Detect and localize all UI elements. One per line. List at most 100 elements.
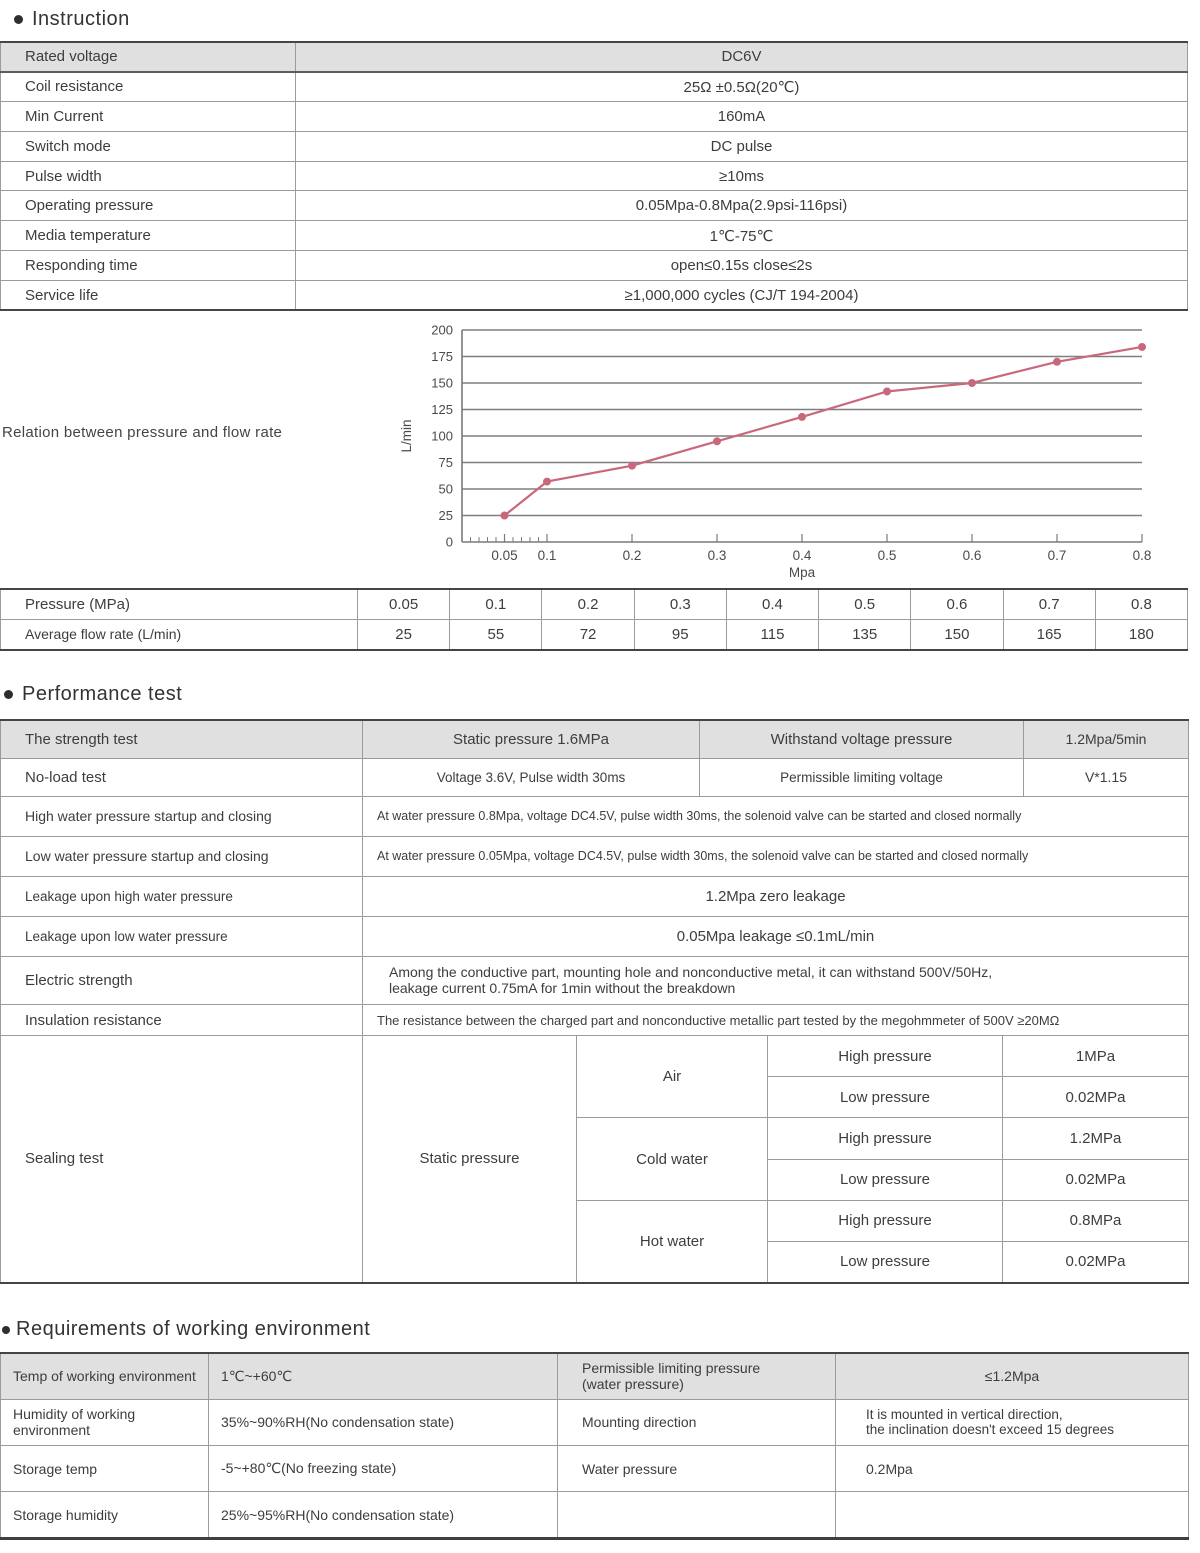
req-value: -5~+80℃(No freezing state) xyxy=(208,1445,558,1493)
svg-text:0.2: 0.2 xyxy=(623,548,642,563)
svg-text:L/min: L/min xyxy=(399,419,414,452)
pressure-level-value: 0.02MPa xyxy=(1002,1240,1189,1284)
pressure-level-value: 0.02MPa xyxy=(1002,1158,1189,1201)
pressure-value: 0.5 xyxy=(818,588,912,620)
table-row: High water pressure startup and closing … xyxy=(0,795,1189,837)
section-title-text: Instruction xyxy=(32,8,130,30)
test-label: Sealing test xyxy=(0,1034,363,1284)
table-row: Service life ≥1,000,000 cycles (CJ/T 194… xyxy=(0,279,1188,311)
req-value: 35%~90%RH(No condensation state) xyxy=(208,1398,558,1447)
instruction-section-title: Instruction xyxy=(14,8,130,31)
bullet-icon xyxy=(2,1325,10,1334)
spec-label: Media temperature xyxy=(0,220,296,252)
bullet-icon xyxy=(14,15,23,24)
table-row: Cold water High pressure 1.2MPa xyxy=(1,1117,1189,1201)
svg-text:0.3: 0.3 xyxy=(708,548,727,563)
table-row: Pressure (MPa) 0.05 0.1 0.2 0.3 0.4 0.5 … xyxy=(0,588,1189,620)
flow-value: 25 xyxy=(356,618,451,651)
pressure-level-label: High pressure xyxy=(767,1034,1003,1078)
performance-section-title: Performance test xyxy=(4,683,182,706)
table-row: Pulse width ≥10ms xyxy=(0,160,1188,192)
test-label: No-load test xyxy=(0,757,363,797)
pressure-flow-table: Pressure (MPa) 0.05 0.1 0.2 0.3 0.4 0.5 … xyxy=(0,588,1189,651)
table-row: Humidity of working environment 35%~90%R… xyxy=(0,1398,1189,1447)
spec-label: Pulse width xyxy=(0,160,296,192)
table-row: Min Current 160mA xyxy=(0,101,1188,132)
req-label: Humidity of working environment xyxy=(0,1398,209,1447)
svg-text:0.8: 0.8 xyxy=(1133,548,1152,563)
sealing-medium: Air xyxy=(576,1034,768,1119)
pressure-level-label: Low pressure xyxy=(767,1158,1003,1201)
spec-label: Responding time xyxy=(0,250,296,281)
table-row: Hot water High pressure 0.8MPa xyxy=(1,1199,1189,1284)
req-label: Storage humidity xyxy=(0,1491,209,1539)
svg-text:0.6: 0.6 xyxy=(963,548,982,563)
svg-text:0.4: 0.4 xyxy=(793,548,812,563)
svg-text:200: 200 xyxy=(431,323,453,338)
table-row: Temp of working environment 1℃~+60℃ Perm… xyxy=(0,1352,1189,1400)
pressure-value: 0.05 xyxy=(356,588,451,620)
table-row: Electric strength Among the conductive p… xyxy=(0,955,1189,1005)
svg-text:Mpa: Mpa xyxy=(789,565,816,580)
performance-table: The strength test Static pressure 1.6MPa… xyxy=(0,719,1189,1037)
pressure-level-value: 1MPa xyxy=(1002,1034,1189,1078)
table-row: Low pressure 0.02MPa xyxy=(1,1076,1189,1119)
svg-text:50: 50 xyxy=(439,482,453,497)
pressure-level-value: 1.2MPa xyxy=(1002,1117,1189,1160)
svg-text:0: 0 xyxy=(446,535,453,550)
flow-value: 72 xyxy=(541,618,635,651)
test-value: V*1.15 xyxy=(1023,757,1189,797)
requirements-table: Temp of working environment 1℃~+60℃ Perm… xyxy=(0,1352,1189,1540)
table-row: Operating pressure 0.05Mpa-0.8Mpa(2.9psi… xyxy=(0,190,1188,222)
spec-value: ≥1,000,000 cycles (CJ/T 194-2004) xyxy=(295,279,1188,311)
flow-value: 115 xyxy=(725,618,820,651)
flow-value: 180 xyxy=(1094,618,1189,651)
pressure-level-value: 0.8MPa xyxy=(1002,1199,1189,1242)
spec-value: 1℃-75℃ xyxy=(295,220,1188,252)
pressure-level-label: Low pressure xyxy=(767,1240,1003,1284)
sealing-test-table: Sealing test Static pressure Air High pr… xyxy=(0,1034,1189,1284)
table-row: Low pressure 0.02MPa xyxy=(1,1158,1189,1201)
instruction-table: Rated voltage DC6V Coil resistance 25Ω ±… xyxy=(0,41,1188,312)
pressure-level-value: 0.02MPa xyxy=(1002,1076,1189,1119)
test-value: 0.05Mpa leakage ≤0.1mL/min xyxy=(362,915,1189,957)
svg-text:0.5: 0.5 xyxy=(878,548,897,563)
section-title-text: Performance test xyxy=(22,683,183,705)
pressure-level-label: High pressure xyxy=(767,1117,1003,1160)
table-row: Average flow rate (L/min) 25 55 72 95 11… xyxy=(0,618,1189,651)
bullet-icon xyxy=(4,690,13,699)
chart-caption: Relation between pressure and flow rate xyxy=(2,424,283,441)
test-value: Among the conductive part, mounting hole… xyxy=(362,955,1189,1005)
pressure-value: 0.7 xyxy=(1002,588,1096,620)
test-value: Voltage 3.6V, Pulse width 30ms xyxy=(362,757,700,797)
table-row: Leakage upon low water pressure 0.05Mpa … xyxy=(0,915,1189,957)
pressure-value: 0.4 xyxy=(725,588,820,620)
test-label: Leakage upon high water pressure xyxy=(0,875,363,917)
spec-value: DC pulse xyxy=(295,130,1188,162)
requirements-section-title: Requirements of working environment xyxy=(2,1318,370,1341)
req-label: Water pressure xyxy=(557,1445,836,1493)
spec-value: 25Ω ±0.5Ω(20℃) xyxy=(295,71,1188,103)
pressure-level-label: High pressure xyxy=(767,1199,1003,1242)
row-label: Pressure (MPa) xyxy=(0,588,358,620)
test-value: At water pressure 0.8Mpa, voltage DC4.5V… xyxy=(362,795,1189,837)
test-label: The strength test xyxy=(0,719,363,759)
svg-text:75: 75 xyxy=(439,455,453,470)
table-row: Switch mode DC pulse xyxy=(0,130,1188,162)
test-label: Leakage upon low water pressure xyxy=(0,915,363,957)
flow-value: 55 xyxy=(449,618,543,651)
req-label: Temp of working environment xyxy=(0,1352,209,1400)
flow-value: 135 xyxy=(818,618,912,651)
test-label: Low water pressure startup and closing xyxy=(0,835,363,877)
pressure-level-label: Low pressure xyxy=(767,1076,1003,1119)
test-value: Static pressure 1.6MPa xyxy=(362,719,700,759)
svg-text:175: 175 xyxy=(431,349,453,364)
spec-label: Min Current xyxy=(0,101,296,132)
sealing-medium: Cold water xyxy=(576,1117,768,1201)
svg-text:0.7: 0.7 xyxy=(1048,548,1067,563)
flow-value: 150 xyxy=(910,618,1004,651)
row-label: Average flow rate (L/min) xyxy=(0,618,358,651)
spec-label: Operating pressure xyxy=(0,190,296,222)
table-row: The strength test Static pressure 1.6MPa… xyxy=(0,719,1189,759)
